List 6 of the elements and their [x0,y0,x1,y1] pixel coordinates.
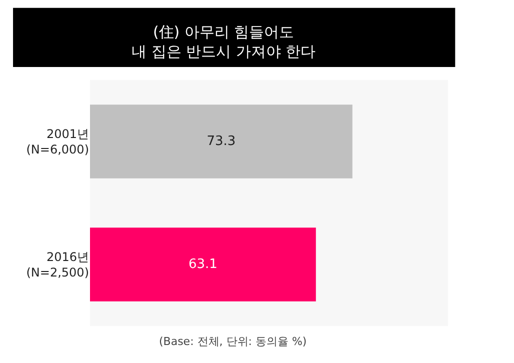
y-tick-label: 2001년 (N=6,000) [26,126,89,156]
data-label: 73.3 [206,134,236,149]
chart-title: (住) 아무리 힘들어도 내 집은 반드시 가져야 한다 [132,23,316,61]
text: (Base: 전체, 단위: 동의율 %) [159,335,307,348]
y-tick-label: 2016년 (N=2,500) [26,250,89,280]
data-label: 63.1 [188,257,218,272]
